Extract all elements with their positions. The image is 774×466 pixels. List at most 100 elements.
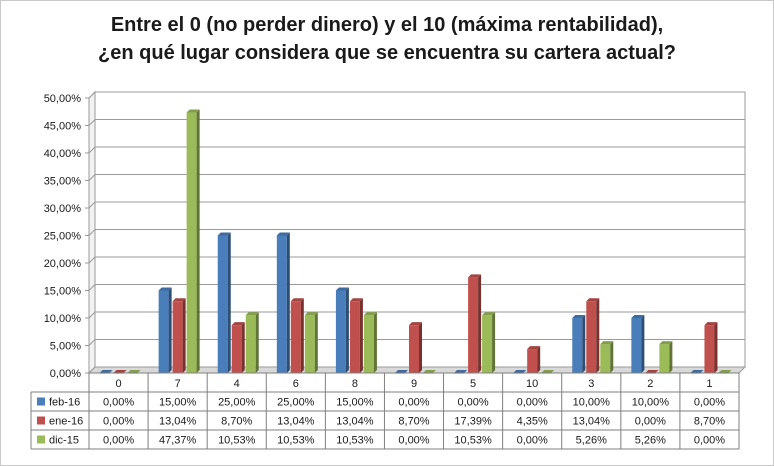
data-label: 25,00% <box>277 397 315 409</box>
bar-top-ene-16-2 <box>645 370 659 373</box>
bar-top-dic-15-5 <box>482 312 496 316</box>
bar-ene-16-6 <box>290 301 301 373</box>
bar-top-feb-16-1 <box>690 370 704 373</box>
y-tick-label: 45,00% <box>44 121 82 133</box>
data-label: 0,00% <box>517 397 548 409</box>
data-label: 13,04% <box>277 416 315 428</box>
data-label: 0,00% <box>694 397 725 409</box>
data-label: 17,39% <box>454 416 492 428</box>
data-label: 13,04% <box>336 416 374 428</box>
gridline <box>88 256 745 264</box>
gridline <box>88 284 745 291</box>
bar-side-dic-15-2 <box>669 341 673 373</box>
legend-label-feb-16: feb-16 <box>49 397 80 409</box>
bar-top-feb-16-5 <box>454 370 468 373</box>
bar-side-feb-16-2 <box>641 315 645 373</box>
data-label: 10,00% <box>632 397 670 409</box>
bar-side-ene-16-5 <box>478 274 482 373</box>
bar-side-feb-16-6 <box>286 232 290 373</box>
gridline <box>88 201 745 209</box>
bar-feb-16-2 <box>631 318 642 373</box>
bar-side-dic-15-5 <box>492 312 496 373</box>
category-label: 7 <box>175 378 181 390</box>
bar-side-ene-16-7 <box>182 298 186 373</box>
bar-side-ene-16-4 <box>241 322 245 373</box>
bar-dic-15-5 <box>482 315 493 373</box>
data-label: 0,00% <box>398 397 429 409</box>
bar-ene-16-5 <box>468 277 479 373</box>
bar-top-feb-16-2 <box>631 315 645 318</box>
bar-feb-16-3 <box>572 318 583 373</box>
bar-dic-15-3 <box>600 344 611 373</box>
bar-dic-15-6 <box>304 315 315 373</box>
data-label: 10,53% <box>277 435 315 447</box>
bar-top-feb-16-4 <box>217 232 231 236</box>
data-label: 5,26% <box>635 435 666 447</box>
chart-title-line-1: Entre el 0 (no perder dinero) y el 10 (m… <box>110 14 664 36</box>
y-tick-label: 50,00% <box>44 93 82 105</box>
data-label: 0,00% <box>398 435 429 447</box>
data-label: 15,00% <box>336 397 374 409</box>
bar-top-feb-16-6 <box>276 232 290 236</box>
category-label: 2 <box>647 378 653 390</box>
data-label: 0,00% <box>103 435 134 447</box>
bar-ene-16-1 <box>704 325 715 373</box>
bar-top-ene-16-1 <box>704 322 718 326</box>
legend-key-feb-16 <box>37 397 45 406</box>
bar-top-feb-16-0 <box>99 370 113 373</box>
bar-top-ene-16-8 <box>349 298 363 302</box>
bar-top-ene-16-0 <box>113 370 127 373</box>
legend-key-ene-16 <box>37 416 45 425</box>
bar-feb-16-8 <box>335 290 346 373</box>
legend-key-dic-15 <box>37 435 45 444</box>
data-label: 8,70% <box>221 416 252 428</box>
y-tick-label: 40,00% <box>44 148 82 160</box>
bar-top-dic-15-0 <box>127 370 141 373</box>
data-label: 13,04% <box>573 416 611 428</box>
gridline <box>88 174 745 181</box>
bar-top-dic-15-8 <box>363 312 377 316</box>
chart-title-line-2: ¿en qué lugar considera que se encuentra… <box>98 42 676 64</box>
bar-side-dic-15-8 <box>373 312 377 373</box>
y-tick-label: 35,00% <box>44 176 82 188</box>
bar-side-dic-15-3 <box>610 341 614 373</box>
data-label: 8,70% <box>694 416 725 428</box>
bar-top-dic-15-4 <box>245 312 259 316</box>
bar-top-ene-16-3 <box>586 298 600 302</box>
data-label: 0,00% <box>103 416 134 428</box>
bar-top-feb-16-10 <box>513 370 527 373</box>
bar-top-feb-16-8 <box>335 287 349 291</box>
gridline <box>88 91 745 99</box>
bar-feb-16-4 <box>217 235 228 373</box>
bar-dic-15-7 <box>186 112 197 373</box>
data-label: 10,53% <box>336 435 374 447</box>
legend-label-ene-16: ene-16 <box>49 416 83 428</box>
bar-feb-16-6 <box>276 235 287 373</box>
bar-top-ene-16-10 <box>527 346 541 350</box>
bar-side-feb-16-3 <box>582 315 586 373</box>
data-label: 10,53% <box>454 435 492 447</box>
bar-ene-16-3 <box>586 301 597 373</box>
category-label: 6 <box>293 378 299 390</box>
data-label: 47,37% <box>159 435 197 447</box>
bar-side-ene-16-8 <box>359 298 363 373</box>
bar-top-feb-16-9 <box>395 370 408 373</box>
data-label: 0,00% <box>694 435 725 447</box>
y-tick-label: 15,00% <box>44 286 82 298</box>
data-label: 25,00% <box>218 397 256 409</box>
bar-dic-15-2 <box>659 344 670 373</box>
data-label: 10,00% <box>573 397 611 409</box>
y-tick-label: 0,00% <box>50 368 81 380</box>
category-label: 10 <box>526 378 538 390</box>
category-label: 0 <box>115 378 121 390</box>
y-tick-label: 20,00% <box>44 258 82 270</box>
category-label: 5 <box>470 378 476 390</box>
legend-label-dic-15: dic-15 <box>49 435 79 447</box>
y-tick-label: 25,00% <box>44 231 82 243</box>
bar-side-feb-16-8 <box>345 287 349 373</box>
data-label: 8,70% <box>398 416 429 428</box>
bar-top-ene-16-4 <box>231 322 245 326</box>
bar-dic-15-8 <box>363 315 374 373</box>
bar-feb-16-7 <box>158 290 169 373</box>
